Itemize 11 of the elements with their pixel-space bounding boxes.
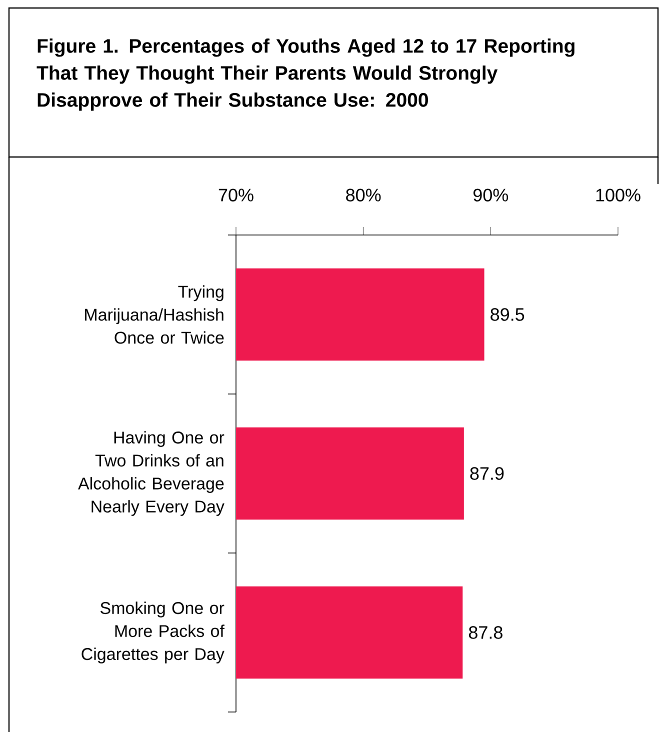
data-label: 87.8 [468, 626, 502, 639]
x-tick-label: 90% [473, 188, 508, 202]
y-tick-label: Trying Marijuana/Hashish Once or Twice [85, 285, 224, 344]
chart-title: Figure 1. Percentages of Youths Aged 12 to 17 Reporting That They Thought Their Parents Would Strongly Disapprove of Their Substance Use: 2000 [36, 38, 574, 111]
x-tick-label: 80% [346, 188, 381, 202]
x-tick-label: 100% [596, 188, 640, 202]
x-tick-label: 70% [218, 188, 254, 202]
data-label: 87.9 [470, 467, 504, 480]
data-label: 89.5 [490, 308, 524, 321]
y-tick-label: Smoking One or More Packs of Cigarettes per Day [82, 602, 224, 664]
y-tick-label: Having One or Two Drinks of an Alcoholic Beverage Nearly Every Day [78, 431, 224, 516]
